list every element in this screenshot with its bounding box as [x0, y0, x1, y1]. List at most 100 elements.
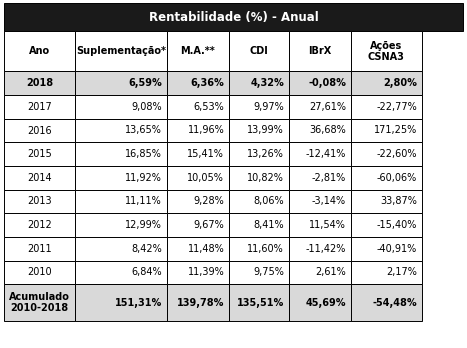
Bar: [229, 31, 289, 71]
Text: -60,06%: -60,06%: [377, 173, 417, 183]
Bar: [167, 237, 229, 261]
Text: 11,54%: 11,54%: [309, 220, 346, 230]
Bar: [351, 119, 422, 142]
Bar: [167, 95, 229, 119]
Bar: [4, 166, 75, 190]
Text: -15,40%: -15,40%: [377, 220, 417, 230]
Bar: [4, 71, 75, 95]
Text: 13,65%: 13,65%: [125, 126, 162, 135]
Text: 12,99%: 12,99%: [125, 220, 162, 230]
Text: 36,68%: 36,68%: [309, 126, 346, 135]
Text: 13,26%: 13,26%: [247, 149, 284, 159]
Bar: [167, 261, 229, 284]
Bar: [351, 95, 422, 119]
Bar: [75, 261, 167, 284]
Text: 2017: 2017: [27, 102, 52, 112]
Text: Acumulado
2010-2018: Acumulado 2010-2018: [9, 292, 70, 314]
Text: -2,81%: -2,81%: [312, 173, 346, 183]
Text: 2010: 2010: [27, 268, 52, 277]
Text: 27,61%: 27,61%: [309, 102, 346, 112]
Text: 11,48%: 11,48%: [187, 244, 224, 254]
Bar: [229, 261, 289, 284]
Text: 2,61%: 2,61%: [315, 268, 346, 277]
Bar: [75, 213, 167, 237]
Text: 11,92%: 11,92%: [125, 173, 162, 183]
Bar: [167, 119, 229, 142]
Text: 6,36%: 6,36%: [191, 78, 224, 88]
Text: 2016: 2016: [27, 126, 52, 135]
Text: 11,11%: 11,11%: [126, 197, 162, 206]
Bar: [289, 71, 351, 95]
Text: 11,96%: 11,96%: [187, 126, 224, 135]
Text: 6,59%: 6,59%: [128, 78, 162, 88]
Bar: [167, 142, 229, 166]
Bar: [4, 284, 75, 321]
Text: -54,48%: -54,48%: [373, 298, 417, 308]
Text: 9,75%: 9,75%: [253, 268, 284, 277]
Bar: [351, 31, 422, 71]
Bar: [167, 284, 229, 321]
Text: Ações
CSNA3: Ações CSNA3: [368, 40, 405, 62]
Text: 9,08%: 9,08%: [132, 102, 162, 112]
Text: 8,41%: 8,41%: [254, 220, 284, 230]
Bar: [229, 284, 289, 321]
Bar: [289, 166, 351, 190]
Text: 33,87%: 33,87%: [380, 197, 417, 206]
Text: 2015: 2015: [27, 149, 52, 159]
Bar: [351, 261, 422, 284]
Text: 151,31%: 151,31%: [115, 298, 162, 308]
Bar: [289, 95, 351, 119]
Bar: [351, 237, 422, 261]
Bar: [229, 166, 289, 190]
Bar: [351, 142, 422, 166]
Text: 11,39%: 11,39%: [187, 268, 224, 277]
Text: 11,60%: 11,60%: [247, 244, 284, 254]
Bar: [229, 213, 289, 237]
Bar: [75, 119, 167, 142]
Text: 9,28%: 9,28%: [193, 197, 224, 206]
Bar: [351, 166, 422, 190]
Text: 6,84%: 6,84%: [132, 268, 162, 277]
Bar: [351, 190, 422, 213]
Bar: [75, 166, 167, 190]
Bar: [75, 284, 167, 321]
Text: 135,51%: 135,51%: [237, 298, 284, 308]
Bar: [75, 95, 167, 119]
Bar: [351, 284, 422, 321]
Bar: [167, 31, 229, 71]
Bar: [167, 190, 229, 213]
Text: 2014: 2014: [27, 173, 52, 183]
Bar: [289, 261, 351, 284]
Bar: [289, 31, 351, 71]
Text: 8,06%: 8,06%: [254, 197, 284, 206]
Bar: [75, 190, 167, 213]
Text: -11,42%: -11,42%: [305, 244, 346, 254]
Bar: [167, 213, 229, 237]
Bar: [4, 261, 75, 284]
Text: 139,78%: 139,78%: [177, 298, 224, 308]
Bar: [289, 284, 351, 321]
Bar: [4, 142, 75, 166]
Bar: [4, 95, 75, 119]
Bar: [229, 142, 289, 166]
Bar: [4, 3, 463, 31]
Bar: [4, 213, 75, 237]
Text: -22,60%: -22,60%: [377, 149, 417, 159]
Bar: [75, 71, 167, 95]
Bar: [229, 71, 289, 95]
Bar: [289, 237, 351, 261]
Text: -12,41%: -12,41%: [305, 149, 346, 159]
Text: -0,08%: -0,08%: [308, 78, 346, 88]
Bar: [289, 190, 351, 213]
Bar: [167, 71, 229, 95]
Text: Suplementação*: Suplementação*: [76, 46, 166, 56]
Bar: [229, 237, 289, 261]
Bar: [229, 190, 289, 213]
Text: 10,05%: 10,05%: [187, 173, 224, 183]
Text: 2,80%: 2,80%: [383, 78, 417, 88]
Text: -40,91%: -40,91%: [377, 244, 417, 254]
Text: -3,14%: -3,14%: [312, 197, 346, 206]
Bar: [4, 31, 75, 71]
Text: 2012: 2012: [27, 220, 52, 230]
Bar: [289, 119, 351, 142]
